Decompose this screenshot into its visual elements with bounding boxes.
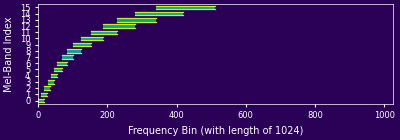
X-axis label: Frequency Bin (with length of 1024): Frequency Bin (with length of 1024): [128, 126, 303, 136]
Bar: [117, 18, 156, 22]
Bar: [73, 43, 91, 46]
Bar: [48, 80, 54, 84]
Bar: [57, 62, 67, 65]
Bar: [67, 49, 81, 53]
Bar: [54, 68, 62, 71]
Bar: [38, 99, 44, 102]
Y-axis label: Mel-Band Index: Mel-Band Index: [4, 16, 14, 92]
Bar: [91, 31, 117, 34]
Bar: [51, 74, 57, 77]
Bar: [44, 86, 50, 90]
Bar: [81, 37, 102, 40]
Bar: [156, 6, 215, 9]
Bar: [62, 55, 73, 59]
Bar: [41, 93, 47, 96]
Bar: [103, 24, 135, 28]
Bar: [135, 12, 183, 15]
